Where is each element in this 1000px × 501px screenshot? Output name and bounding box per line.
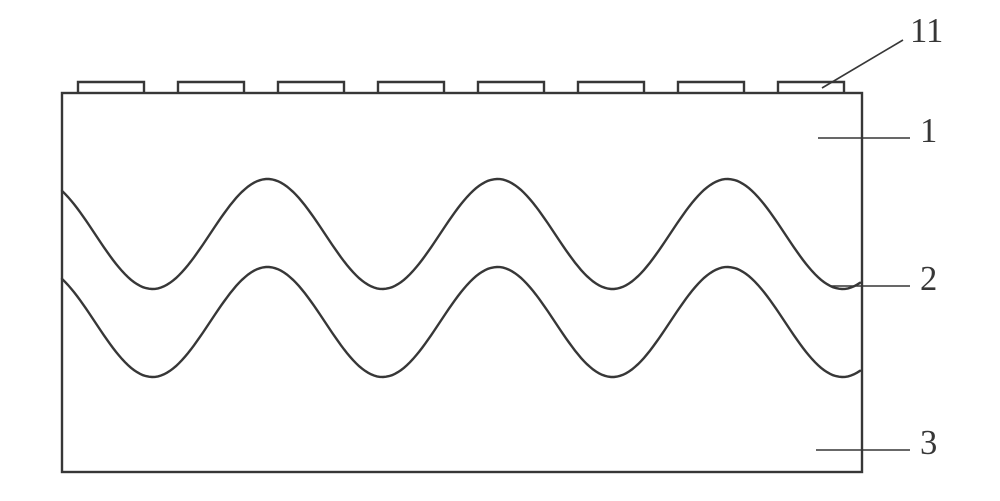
label-1: 1 xyxy=(920,112,937,150)
layered-structure-diagram: 11123 xyxy=(0,0,1000,501)
label-11: 11 xyxy=(910,12,943,50)
label-3: 3 xyxy=(920,424,937,462)
label-2: 2 xyxy=(920,260,937,298)
